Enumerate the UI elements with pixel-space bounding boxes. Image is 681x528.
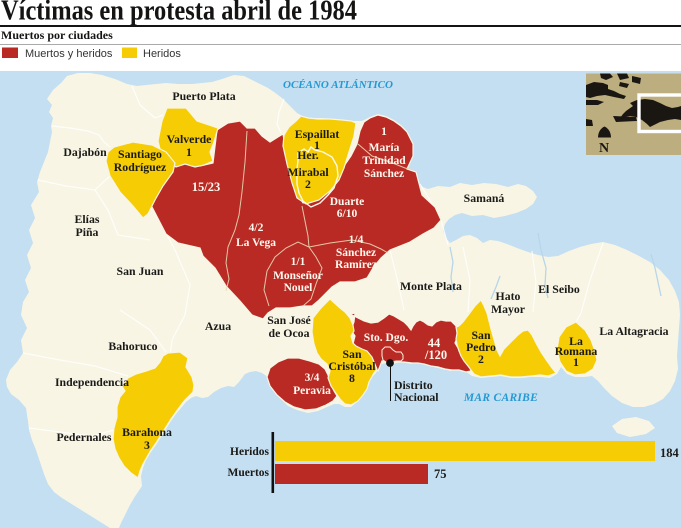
svg-text:Santiago: Santiago: [118, 147, 162, 161]
svg-text:Monte Plata: Monte Plata: [400, 279, 462, 293]
svg-text:Piña: Piña: [76, 225, 99, 239]
svg-text:Heridos: Heridos: [230, 446, 269, 458]
svg-text:Víctimas en protesta abril de: Víctimas en protesta abril de 1984: [1, 0, 357, 27]
svg-text:Peravia: Peravia: [293, 385, 331, 397]
svg-text:Hato: Hato: [496, 289, 521, 303]
svg-text:Independencia: Independencia: [55, 375, 129, 389]
svg-text:de Ocoa: de Ocoa: [269, 326, 310, 340]
svg-text:Barahona: Barahona: [122, 425, 172, 439]
svg-text:Valverde: Valverde: [167, 132, 212, 146]
svg-text:Rodríguez: Rodríguez: [114, 160, 166, 174]
svg-text:8: 8: [349, 371, 355, 385]
svg-text:Pedernales: Pedernales: [56, 430, 111, 444]
svg-text:MAR CARIBE: MAR CARIBE: [463, 392, 538, 404]
svg-text:Mayor: Mayor: [491, 302, 525, 316]
svg-text:Her.: Her.: [297, 148, 319, 162]
svg-text:Trinidad: Trinidad: [362, 155, 406, 167]
svg-text:Muertos y heridos: Muertos y heridos: [25, 48, 113, 60]
svg-text:Nacional: Nacional: [394, 390, 439, 404]
svg-text:Puerto Plata: Puerto Plata: [172, 89, 235, 103]
svg-text:1/4: 1/4: [349, 234, 364, 246]
svg-text:/120: /120: [424, 348, 447, 362]
svg-text:Sánchez: Sánchez: [336, 247, 376, 259]
svg-text:San: San: [471, 328, 490, 342]
svg-text:San José: San José: [267, 313, 311, 327]
svg-text:La: La: [569, 334, 583, 348]
svg-text:Muertos: Muertos: [227, 467, 269, 479]
svg-text:1: 1: [186, 145, 192, 159]
svg-text:Bahoruco: Bahoruco: [108, 339, 157, 353]
svg-text:1/1: 1/1: [291, 256, 306, 268]
svg-text:44: 44: [428, 336, 441, 350]
svg-text:La Vega: La Vega: [236, 237, 276, 249]
svg-text:María: María: [369, 142, 400, 154]
svg-text:Ramírez: Ramírez: [335, 259, 377, 271]
svg-text:Cristóbal: Cristóbal: [328, 359, 376, 373]
svg-text:Pedro: Pedro: [466, 340, 496, 354]
svg-text:San: San: [342, 347, 361, 361]
svg-text:El Seibo: El Seibo: [538, 282, 580, 296]
svg-text:San Juan: San Juan: [117, 264, 164, 278]
svg-text:3: 3: [144, 438, 150, 452]
svg-text:Elías: Elías: [75, 212, 100, 226]
svg-text:15/23: 15/23: [192, 180, 220, 194]
svg-text:1: 1: [381, 126, 387, 138]
svg-text:1: 1: [573, 355, 579, 369]
svg-text:Monseñor: Monseñor: [273, 270, 323, 282]
svg-text:Samaná: Samaná: [464, 191, 505, 205]
svg-text:N: N: [599, 141, 609, 156]
svg-text:Sto. Dgo.: Sto. Dgo.: [364, 332, 409, 344]
svg-text:Muertos por ciudades: Muertos por ciudades: [1, 28, 113, 42]
svg-text:Duarte: Duarte: [330, 196, 365, 208]
svg-text:Distrito: Distrito: [394, 378, 433, 392]
svg-text:1: 1: [314, 138, 320, 152]
svg-text:Romana: Romana: [555, 344, 598, 358]
svg-text:Sánchez: Sánchez: [364, 168, 404, 180]
svg-text:La Altagracia: La Altagracia: [599, 324, 668, 338]
svg-text:Heridos: Heridos: [143, 48, 181, 60]
svg-text:Azua: Azua: [205, 319, 231, 333]
svg-text:184: 184: [660, 446, 680, 460]
svg-text:6/10: 6/10: [337, 208, 358, 220]
svg-text:3/4: 3/4: [305, 372, 320, 384]
svg-text:Mirabal: Mirabal: [287, 165, 329, 179]
svg-text:Espaillat: Espaillat: [295, 127, 340, 141]
svg-text:2: 2: [478, 352, 484, 366]
svg-text:OCÉANO ATLÁNTICO: OCÉANO ATLÁNTICO: [283, 79, 393, 91]
svg-text:Dajabón: Dajabón: [63, 145, 107, 159]
svg-text:4/2: 4/2: [249, 222, 264, 234]
svg-text:Nouel: Nouel: [284, 282, 313, 294]
svg-text:2: 2: [305, 177, 311, 191]
svg-text:75: 75: [434, 467, 447, 481]
